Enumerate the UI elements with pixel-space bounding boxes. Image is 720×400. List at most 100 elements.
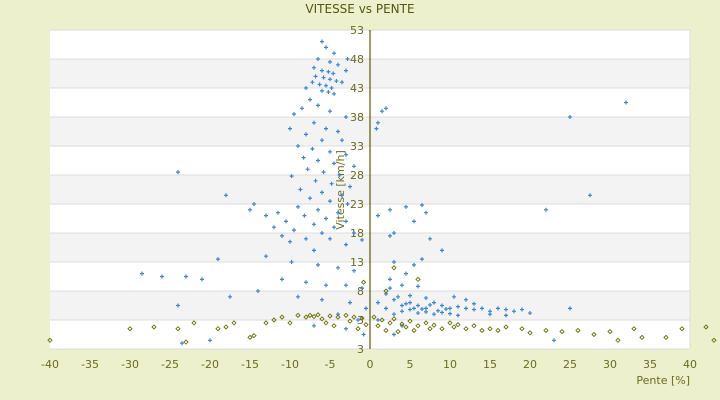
data-point-series-2 xyxy=(679,326,685,332)
data-point-series-1 xyxy=(456,313,460,318)
data-point-series-1 xyxy=(374,126,379,131)
data-point-series-1 xyxy=(320,138,324,143)
data-point-series-1 xyxy=(404,204,408,209)
data-point-series-2 xyxy=(463,326,469,332)
data-point-series-2 xyxy=(711,337,717,343)
data-point-series-2 xyxy=(391,316,397,322)
data-point-series-2 xyxy=(391,265,397,271)
data-point-series-1 xyxy=(440,310,444,315)
data-point-series-1 xyxy=(310,146,315,151)
data-point-series-1 xyxy=(340,193,344,198)
data-point-series-2 xyxy=(379,317,385,323)
data-point-series-1 xyxy=(376,318,380,322)
data-point-series-1 xyxy=(400,303,404,308)
data-point-series-1 xyxy=(296,294,300,299)
data-point-series-2 xyxy=(407,318,413,324)
data-point-series-1 xyxy=(305,167,310,172)
data-point-series-2 xyxy=(411,327,417,334)
data-point-series-1 xyxy=(408,307,412,312)
data-point-series-1 xyxy=(336,210,340,215)
data-point-series-2 xyxy=(631,326,637,332)
data-point-series-2 xyxy=(295,312,301,318)
data-point-series-1 xyxy=(326,90,331,95)
data-point-series-1 xyxy=(324,45,328,50)
data-point-series-2 xyxy=(415,323,421,329)
data-point-series-1 xyxy=(348,184,352,189)
data-point-series-1 xyxy=(344,152,348,157)
data-point-series-1 xyxy=(376,213,380,218)
data-point-series-1 xyxy=(568,115,572,119)
data-point-series-1 xyxy=(288,239,292,244)
data-point-series-1 xyxy=(416,303,420,308)
data-point-series-2 xyxy=(191,320,197,326)
data-point-series-2 xyxy=(319,316,325,322)
data-point-series-1 xyxy=(440,303,444,308)
y-tick-label: 33 xyxy=(350,140,364,153)
data-point-series-2 xyxy=(399,321,405,327)
data-point-series-1 xyxy=(432,312,436,317)
data-point-series-1 xyxy=(336,129,340,134)
data-point-series-1 xyxy=(432,300,436,305)
x-tick-label: 25 xyxy=(563,358,577,371)
data-point-series-1 xyxy=(316,207,320,212)
data-point-series-1 xyxy=(416,284,420,289)
data-point-series-1 xyxy=(228,294,232,299)
data-point-series-1 xyxy=(326,69,331,74)
data-point-series-1 xyxy=(328,109,332,114)
data-point-series-1 xyxy=(316,158,320,163)
data-point-series-1 xyxy=(444,306,448,311)
data-point-series-1 xyxy=(329,86,334,90)
data-point-series-1 xyxy=(404,301,408,306)
data-point-series-1 xyxy=(396,294,400,299)
data-point-series-1 xyxy=(336,62,340,67)
data-point-series-1 xyxy=(412,262,416,267)
data-point-series-2 xyxy=(543,327,549,334)
x-tick-label: -10 xyxy=(281,358,299,371)
data-point-series-1 xyxy=(280,233,284,238)
data-point-series-1 xyxy=(280,277,284,282)
data-point-series-1 xyxy=(352,231,356,235)
y-tick-label: 48 xyxy=(350,53,364,66)
data-point-series-1 xyxy=(424,306,428,311)
data-point-series-2 xyxy=(323,320,329,326)
data-point-series-2 xyxy=(479,327,485,334)
data-point-series-1 xyxy=(408,293,412,298)
data-point-series-1 xyxy=(302,213,307,218)
data-point-series-2 xyxy=(471,323,477,329)
data-point-series-1 xyxy=(328,236,332,241)
data-point-series-1 xyxy=(320,88,324,93)
data-point-series-1 xyxy=(332,225,336,230)
data-point-series-1 xyxy=(344,242,348,247)
y-tick-label: 28 xyxy=(350,169,364,182)
data-point-series-2 xyxy=(607,328,613,335)
data-point-series-1 xyxy=(392,332,396,337)
data-point-series-1 xyxy=(140,271,144,276)
data-point-series-1 xyxy=(448,306,452,311)
data-point-series-2 xyxy=(287,320,293,326)
data-point-series-1 xyxy=(440,248,444,253)
data-point-series-2 xyxy=(223,324,229,330)
data-point-series-1 xyxy=(320,297,324,302)
data-point-series-1 xyxy=(376,300,380,305)
data-point-series-1 xyxy=(328,77,332,82)
data-point-series-1 xyxy=(292,112,296,117)
data-point-series-1 xyxy=(176,170,180,175)
data-point-series-1 xyxy=(332,91,336,96)
data-point-series-1 xyxy=(332,51,336,56)
data-point-series-2 xyxy=(335,314,341,320)
data-point-series-1 xyxy=(480,306,484,311)
data-point-series-1 xyxy=(364,306,368,311)
data-point-series-2 xyxy=(343,312,349,318)
data-point-series-2 xyxy=(503,324,509,330)
data-point-series-1 xyxy=(321,170,326,175)
data-point-series-1 xyxy=(568,306,572,311)
data-point-series-1 xyxy=(256,289,260,293)
data-point-series-2 xyxy=(127,326,133,332)
data-point-series-1 xyxy=(361,332,366,337)
data-point-series-1 xyxy=(424,295,428,300)
data-point-series-1 xyxy=(464,297,468,302)
data-point-series-1 xyxy=(316,103,320,108)
data-point-series-1 xyxy=(313,178,318,183)
data-point-series-2 xyxy=(455,322,461,328)
